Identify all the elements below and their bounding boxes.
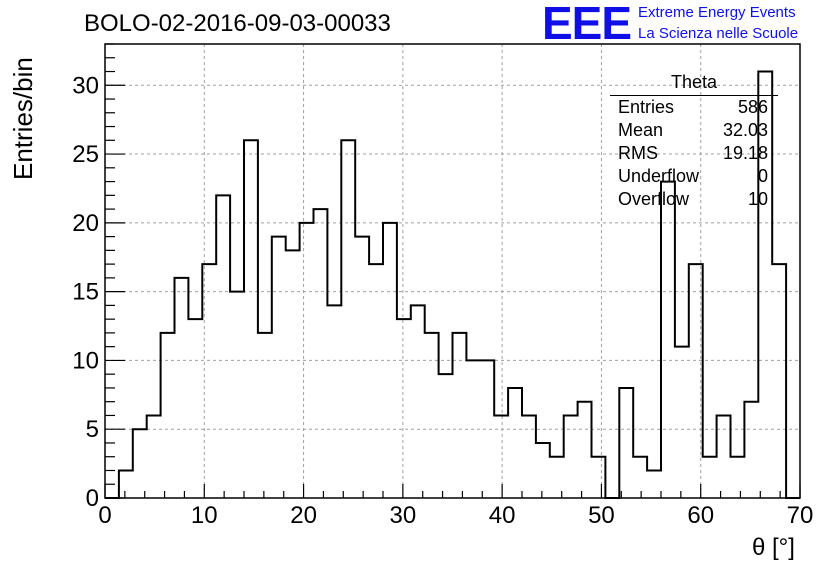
logo-mark: EEE (542, 0, 632, 49)
stats-value: 32.03 (722, 120, 768, 140)
stats-value: 19.18 (722, 143, 768, 163)
stats-row-overflow: Overflow 10 (610, 188, 778, 211)
y-tick-label: 5 (86, 416, 99, 443)
y-tick-label: 0 (86, 485, 99, 512)
x-tick-label: 30 (390, 502, 417, 529)
x-tick-label: 40 (489, 502, 516, 529)
stats-label: Entries (618, 97, 675, 117)
stats-value: 10 (747, 189, 768, 209)
x-axis-label: θ [°] (752, 534, 795, 561)
stats-label: Underflow (618, 166, 700, 186)
y-axis-label: Entries/bin (8, 57, 38, 180)
stats-row-entries: Entries 586 (610, 96, 778, 119)
stats-value: 0 (757, 166, 768, 186)
logo-line-1: Extreme Energy Events (638, 4, 796, 21)
stats-label: Mean (618, 120, 664, 140)
y-tick-label: 25 (72, 141, 99, 168)
stats-title: Theta (610, 72, 778, 96)
y-tick-label: 15 (72, 279, 99, 306)
histogram-step-line (105, 70, 800, 499)
plot-frame (104, 43, 801, 499)
stats-label: RMS (618, 143, 658, 163)
stats-box: Theta Entries 586 Mean 32.03 RMS 19.18 U… (610, 72, 778, 211)
stats-value: 586 (737, 97, 768, 117)
axis-tick-labels: 0 10 20 30 40 50 60 70 0 5 10 15 20 25 30 (72, 72, 813, 529)
x-tick-label: 0 (98, 502, 111, 529)
stats-row-underflow: Underflow 0 (610, 165, 778, 188)
x-tick-label: 60 (687, 502, 714, 529)
x-tick-label: 50 (588, 502, 615, 529)
x-tick-label: 70 (787, 502, 814, 529)
y-tick-label: 20 (72, 210, 99, 237)
x-tick-label: 10 (191, 502, 218, 529)
y-tick-label: 30 (72, 72, 99, 99)
stats-row-rms: RMS 19.18 (610, 142, 778, 165)
x-tick-label: 20 (290, 502, 317, 529)
stats-row-mean: Mean 32.03 (610, 119, 778, 142)
logo-line-2: La Scienza nelle Scuole (638, 25, 799, 42)
y-tick-label: 10 (72, 347, 99, 374)
run-title: BOLO-02-2016-09-03-00033 (84, 10, 391, 37)
axis-ticks (104, 43, 801, 499)
stats-label: Overflow (618, 189, 690, 209)
grid-lines (105, 44, 800, 498)
